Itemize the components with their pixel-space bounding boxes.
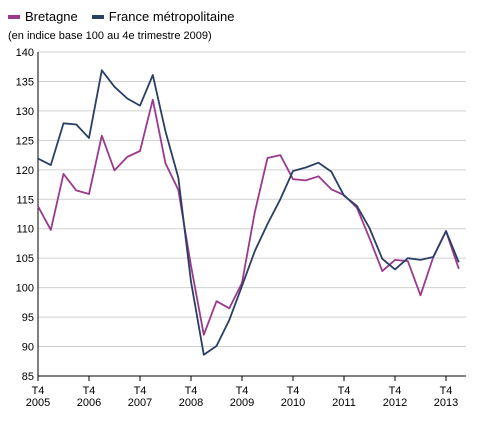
legend-label-france: France métropolitaine [108, 9, 235, 24]
y-tick-label-125: 125 [16, 135, 34, 147]
legend-label-bretagne: Bretagne [25, 9, 78, 24]
x-tick-label-bottom-2008: 2008 [179, 397, 203, 409]
x-tick-label-bottom-2011: 2011 [332, 397, 356, 409]
x-tick-label-top-2010: T4 [287, 385, 300, 397]
x-tick-label-top-2006: T4 [83, 385, 96, 397]
legend-swatch-bretagne [8, 14, 20, 19]
y-tick-label-95: 95 [22, 312, 34, 324]
x-tick-label-top-2012: T4 [389, 385, 402, 397]
series-line-bretagne [37, 98, 460, 336]
series-line-france [37, 69, 460, 356]
y-tick-label-135: 135 [16, 76, 34, 88]
chart-subtitle: (en indice base 100 au 4e trimestre 2009… [8, 30, 212, 42]
x-tick-label-top-2007: T4 [134, 385, 147, 397]
x-tick-label-top-2005: T4 [32, 385, 45, 397]
x-tick-label-bottom-2012: 2012 [383, 397, 407, 409]
x-tick-label-bottom-2010: 2010 [281, 397, 305, 409]
x-tick-label-bottom-2005: 2005 [26, 397, 50, 409]
y-tick-label-105: 105 [16, 253, 34, 265]
x-tick-label-top-2011: T4 [338, 385, 351, 397]
y-tick-label-130: 130 [16, 106, 34, 118]
legend: Bretagne France métropolitaine [8, 9, 249, 24]
x-tick-label-top-2013: T4 [440, 385, 453, 397]
y-tick-label-140: 140 [16, 47, 34, 59]
legend-item-france[interactable]: France métropolitaine [91, 9, 235, 24]
x-tick-label-bottom-2006: 2006 [77, 397, 101, 409]
x-tick-label-top-2009: T4 [236, 385, 249, 397]
y-tick-label-90: 90 [22, 342, 34, 354]
y-tick-label-110: 110 [16, 224, 34, 236]
x-tick-label-top-2008: T4 [185, 385, 198, 397]
y-tick-label-85: 85 [22, 371, 34, 383]
y-tick-label-120: 120 [16, 165, 34, 177]
x-tick-label-bottom-2007: 2007 [128, 397, 152, 409]
x-tick-label-bottom-2013: 2013 [434, 397, 458, 409]
legend-item-bretagne[interactable]: Bretagne [8, 9, 78, 24]
x-tick-label-bottom-2009: 2009 [230, 397, 254, 409]
legend-swatch-france [91, 14, 104, 19]
y-tick-label-115: 115 [16, 194, 34, 206]
y-tick-label-100: 100 [16, 283, 34, 295]
